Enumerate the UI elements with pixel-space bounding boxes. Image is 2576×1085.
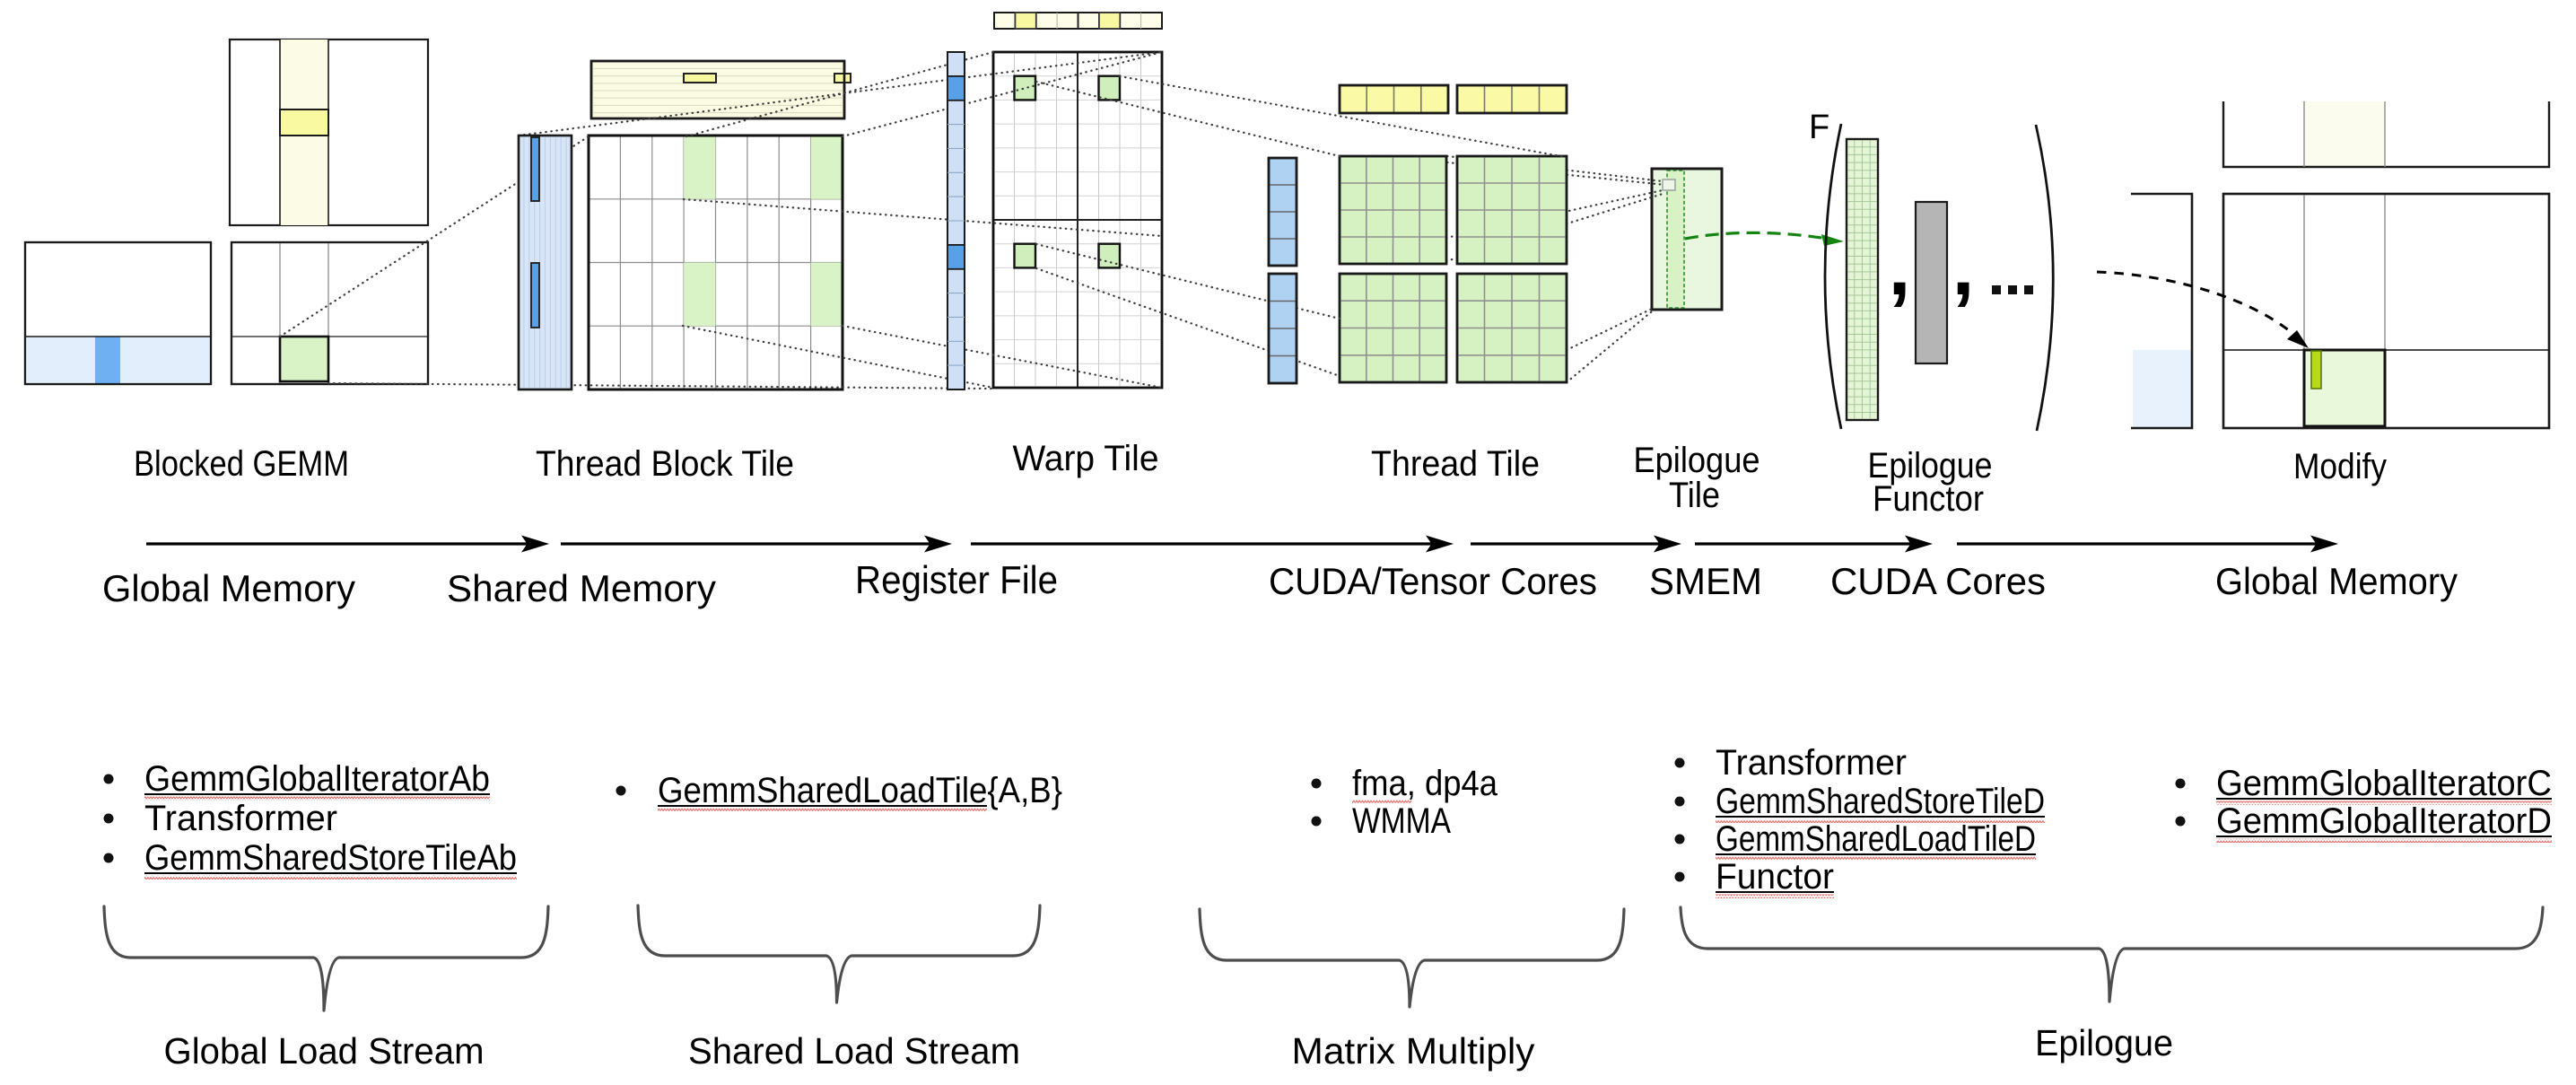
svg-text:WMMA: WMMA: [1352, 801, 1451, 841]
svg-text:CUDA/Tensor Cores: CUDA/Tensor Cores: [1269, 560, 1597, 602]
svg-text:Shared Memory: Shared Memory: [447, 567, 716, 609]
svg-text:CUDA Cores: CUDA Cores: [1830, 560, 2046, 602]
svg-text:GemmGlobalIteratorAb: GemmGlobalIteratorAb: [144, 759, 490, 799]
svg-text:Matrix Multiply: Matrix Multiply: [1292, 1030, 1536, 1072]
svg-text:SMEM: SMEM: [1649, 560, 1762, 602]
svg-text:Warp Tile: Warp Tile: [1013, 439, 1159, 478]
svg-text:Global Memory: Global Memory: [102, 567, 355, 609]
svg-text:Global Load Stream: Global Load Stream: [164, 1030, 485, 1072]
svg-text:,: ,: [1888, 223, 1910, 312]
svg-text:Epilogue: Epilogue: [1634, 441, 1760, 480]
svg-text:GemmGlobalIteratorD: GemmGlobalIteratorD: [2216, 801, 2552, 841]
svg-text:Register File: Register File: [855, 558, 1058, 602]
svg-text:GemmSharedStoreTileD: GemmSharedStoreTileD: [1716, 782, 2045, 821]
svg-text:F: F: [1809, 109, 1829, 146]
svg-text:Thread Tile: Thread Tile: [1371, 444, 1540, 484]
svg-text:Tile: Tile: [1669, 476, 1720, 515]
svg-text:Epilogue: Epilogue: [1868, 446, 1993, 486]
svg-text:Transformer: Transformer: [144, 799, 337, 838]
svg-text:Functor: Functor: [1716, 857, 1834, 897]
svg-text:GemmSharedLoadTileD: GemmSharedLoadTileD: [1716, 819, 2036, 859]
svg-text:Shared Load Stream: Shared Load Stream: [688, 1030, 1020, 1072]
svg-text:Blocked GEMM: Blocked GEMM: [134, 444, 349, 484]
svg-text:,: ,: [1952, 223, 1974, 312]
svg-text:Functor: Functor: [1873, 479, 1984, 519]
svg-text:Transformer: Transformer: [1716, 743, 1907, 783]
svg-text:GemmGlobalIteratorC: GemmGlobalIteratorC: [2216, 764, 2552, 803]
svg-text:Modify: Modify: [2293, 447, 2387, 486]
svg-text:fma, dp4a: fma, dp4a: [1352, 764, 1498, 803]
svg-text:Epilogue: Epilogue: [2035, 1022, 2173, 1063]
svg-text:GemmSharedStoreTileAb: GemmSharedStoreTileAb: [144, 838, 517, 878]
svg-text:Global Memory: Global Memory: [2215, 560, 2458, 602]
svg-text:GemmSharedLoadTile{A,B}: GemmSharedLoadTile{A,B}: [658, 771, 1062, 810]
svg-text:Thread Block Tile: Thread Block Tile: [536, 444, 794, 484]
